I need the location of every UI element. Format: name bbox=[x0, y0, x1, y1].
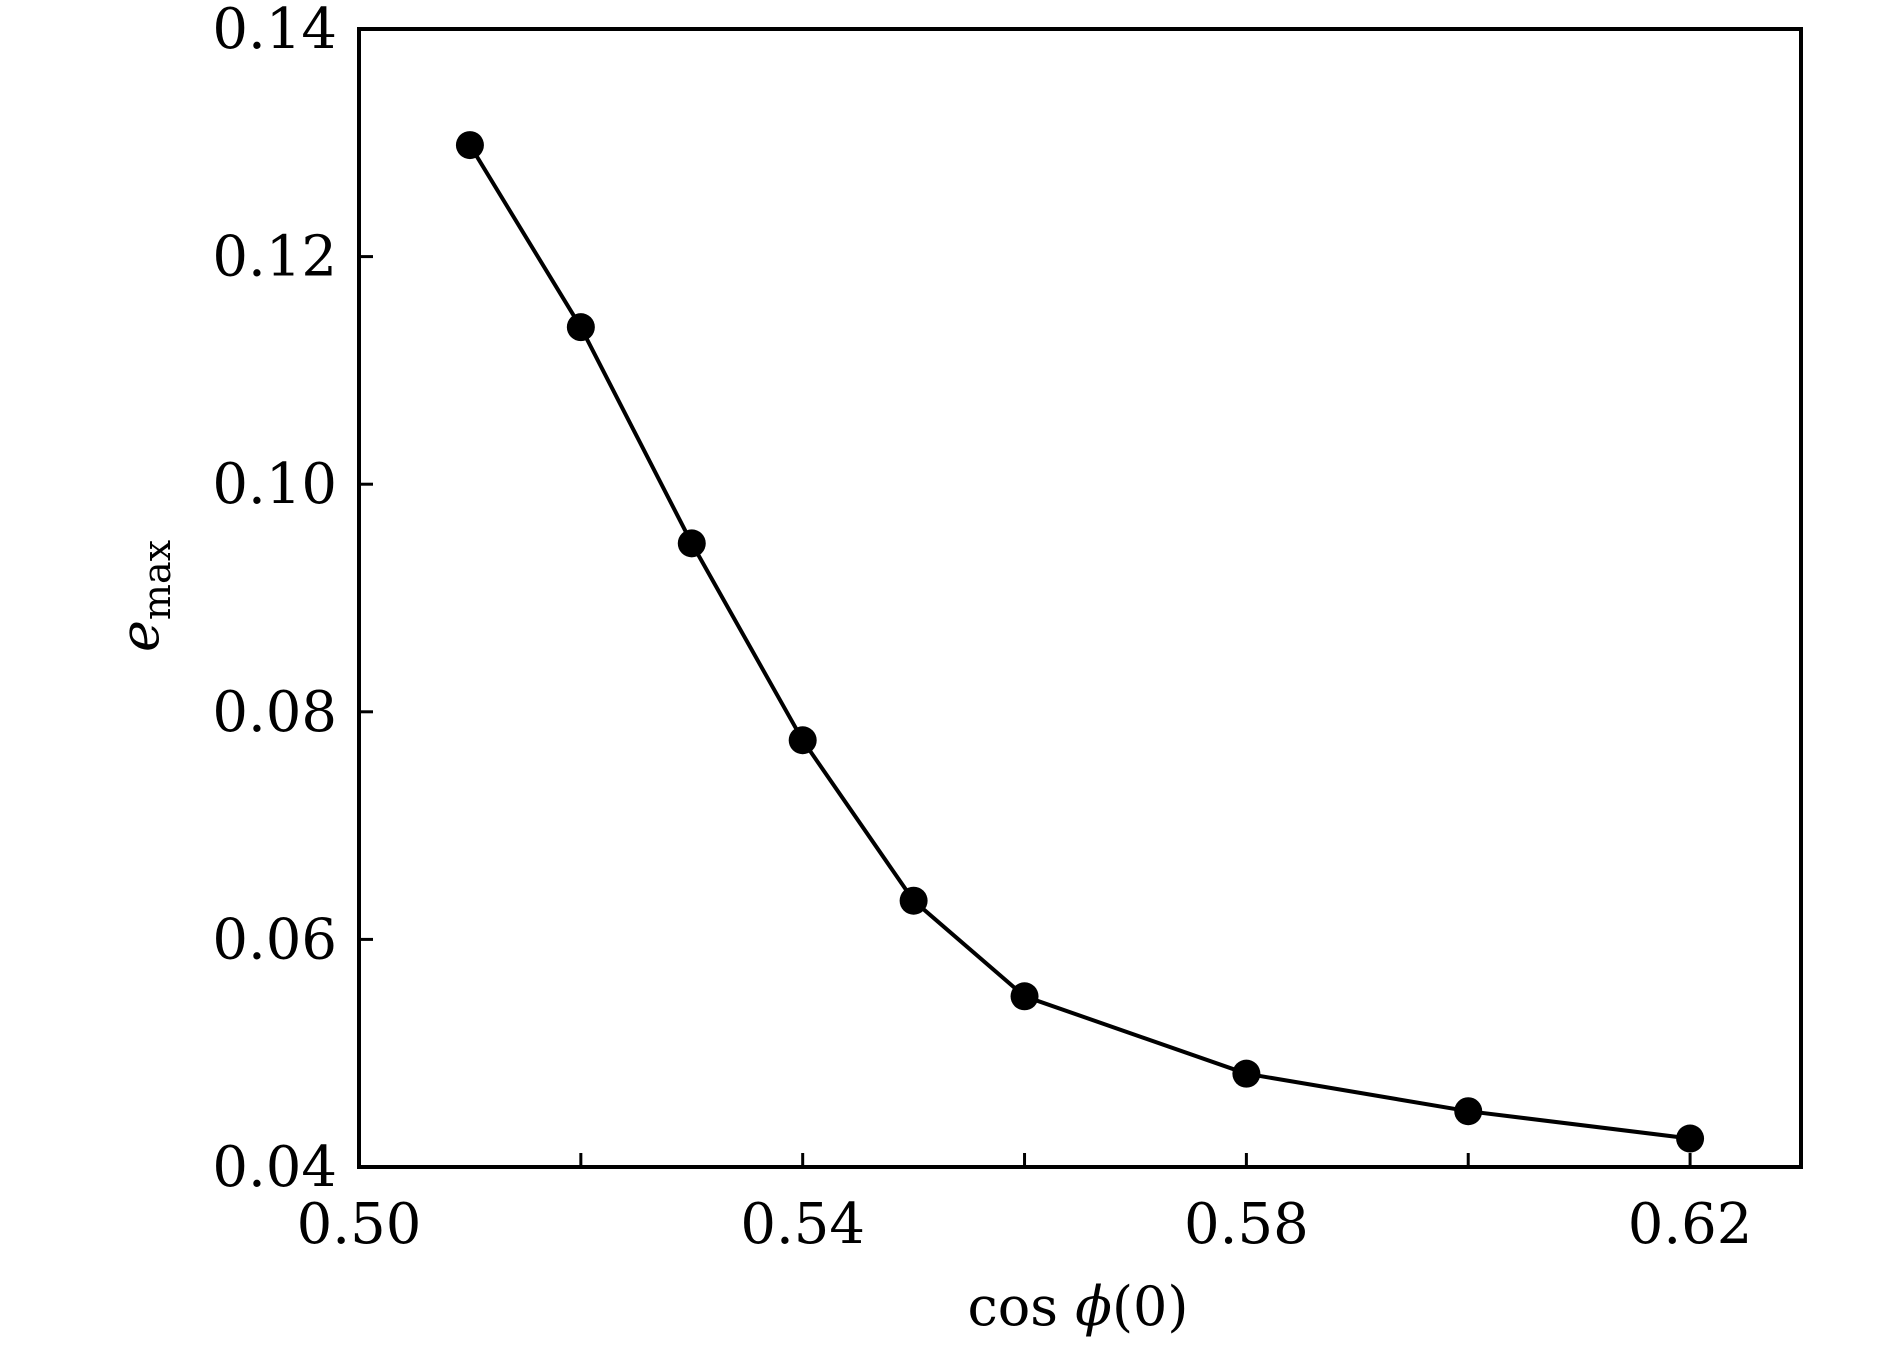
y-tick-label: 0.08 bbox=[212, 680, 337, 745]
series-line bbox=[468, 144, 1691, 1141]
y-tick-label: 0.14 bbox=[212, 0, 337, 62]
data-point bbox=[1454, 1097, 1483, 1126]
y-axis-label: emax bbox=[108, 540, 179, 652]
y-tick-label: 0.10 bbox=[212, 452, 337, 517]
x-tick-label: 0.62 bbox=[1628, 1192, 1753, 1257]
data-point bbox=[788, 726, 817, 755]
data-point bbox=[677, 529, 706, 558]
y-tick-label: 0.06 bbox=[212, 907, 337, 972]
data-point bbox=[1232, 1059, 1261, 1088]
data-point bbox=[1676, 1124, 1705, 1153]
x-tick-label: 0.50 bbox=[297, 1192, 422, 1257]
data-point bbox=[899, 886, 928, 915]
data-point bbox=[566, 313, 595, 342]
x-axis-label: cos ϕ(0) bbox=[968, 1275, 1189, 1338]
data-point bbox=[455, 131, 484, 160]
data-point bbox=[1010, 982, 1039, 1011]
x-tick-label: 0.54 bbox=[740, 1192, 865, 1257]
series-layer bbox=[455, 131, 1705, 1153]
x-tick-label: 0.58 bbox=[1184, 1192, 1309, 1257]
y-tick-label: 0.12 bbox=[212, 225, 337, 290]
y-tick-label: 0.04 bbox=[212, 1135, 337, 1200]
plot-frame bbox=[357, 27, 1803, 1169]
labels-layer: 0.50 0.54 0.58 0.62 0.04 0.06 0.08 0.10 0.12 0.14 bbox=[212, 0, 1752, 1257]
